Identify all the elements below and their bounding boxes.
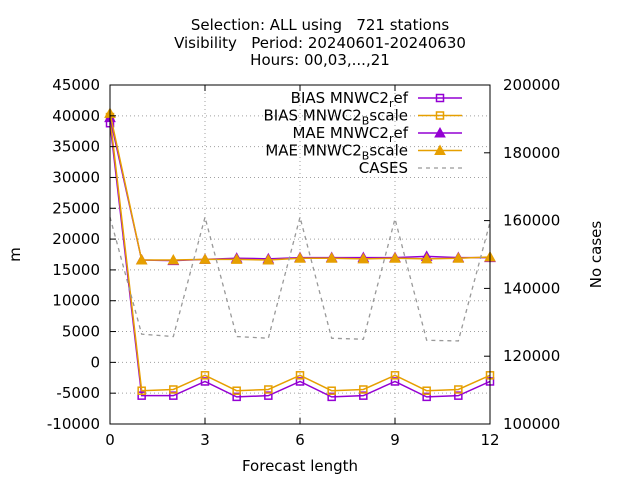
y-tick-label: 40000 — [52, 107, 100, 125]
y-axis-label: m — [6, 247, 24, 262]
legend-marker — [435, 93, 445, 103]
series-4 — [109, 214, 491, 342]
data-point — [295, 377, 305, 386]
x-axis-label: Forecast length — [242, 457, 358, 475]
y2-tick-label: 120000 — [503, 347, 560, 365]
legend-label: BIAS MNWC2Bscale — [264, 107, 408, 128]
x-tick-label: 9 — [390, 431, 400, 449]
data-point — [232, 386, 241, 395]
y-tick-label: 15000 — [52, 261, 100, 279]
data-point — [135, 254, 148, 265]
y-tick-label: 5000 — [62, 323, 100, 341]
data-point — [359, 385, 368, 394]
legend-marker — [434, 144, 446, 155]
y2-tick-label: 200000 — [503, 76, 560, 94]
data-point — [389, 252, 401, 263]
y-tick-label: -10000 — [47, 415, 100, 433]
y2-tick-label: 140000 — [503, 279, 560, 297]
chart-title-line-1: Selection: ALL using 721 stations — [190, 16, 450, 34]
y-tick-label: 20000 — [52, 230, 100, 248]
data-point — [359, 391, 368, 400]
data-point — [137, 386, 146, 395]
y-tick-label: 10000 — [52, 292, 100, 310]
data-point — [230, 253, 243, 264]
data-point — [264, 385, 273, 394]
data-point — [422, 392, 431, 402]
y-tick-label: 25000 — [52, 199, 100, 217]
y2-tick-label: 180000 — [503, 144, 560, 162]
x-tick-label: 3 — [200, 431, 210, 449]
data-point — [295, 371, 305, 380]
legend-label: MAE MNWC2Bscale — [265, 142, 408, 163]
data-point — [420, 252, 433, 264]
data-point — [200, 377, 210, 386]
y-tick-label: 30000 — [52, 168, 100, 186]
data-point — [454, 391, 463, 400]
axis-ticks: 0 3 6 9 12 -10000 -5000 0 5000 10000 15000 20000 250… — [47, 76, 560, 449]
data-point — [327, 386, 336, 395]
data-point — [262, 254, 275, 265]
chart-title-line-2: Visibility Period: 20240601-20240630 — [174, 34, 466, 52]
data-point — [199, 253, 211, 264]
data-point — [232, 392, 241, 402]
data-point — [294, 252, 306, 263]
data-point — [200, 371, 210, 380]
data-point — [169, 385, 178, 394]
data-point — [390, 371, 400, 380]
y-tick-label: 35000 — [52, 138, 100, 156]
data-point — [137, 391, 146, 400]
x-tick-label: 0 — [105, 431, 115, 449]
legend-marker — [435, 111, 445, 120]
legend-marker — [434, 126, 446, 138]
x-tick-label: 6 — [295, 431, 305, 449]
legend-label: MAE MNWC2ref — [292, 124, 408, 145]
y-tick-label: 45000 — [52, 76, 100, 94]
legend-label: CASES — [359, 159, 408, 177]
data-point — [422, 386, 431, 395]
data-point — [167, 254, 180, 265]
y2-axis-label: No cases — [587, 221, 605, 289]
series-3 — [104, 107, 496, 265]
data-point — [169, 391, 178, 400]
data-point — [327, 392, 336, 402]
y2-tick-label: 160000 — [503, 212, 560, 230]
chart-title-line-3: Hours: 00,03,...,21 — [250, 51, 390, 69]
y-tick-label: -5000 — [56, 384, 100, 402]
data-point — [357, 252, 370, 264]
data-point — [390, 377, 400, 386]
x-tick-label: 12 — [480, 431, 499, 449]
y2-tick-label: 100000 — [503, 415, 560, 433]
series-line — [109, 116, 491, 392]
legend-label: BIAS MNWC2ref — [291, 89, 409, 110]
data-point — [454, 385, 463, 394]
data-point — [264, 391, 273, 400]
data-point — [452, 252, 465, 263]
series-line — [109, 123, 491, 398]
series-line — [109, 214, 491, 342]
data-point — [325, 252, 338, 263]
y-tick-label: 0 — [90, 353, 100, 371]
